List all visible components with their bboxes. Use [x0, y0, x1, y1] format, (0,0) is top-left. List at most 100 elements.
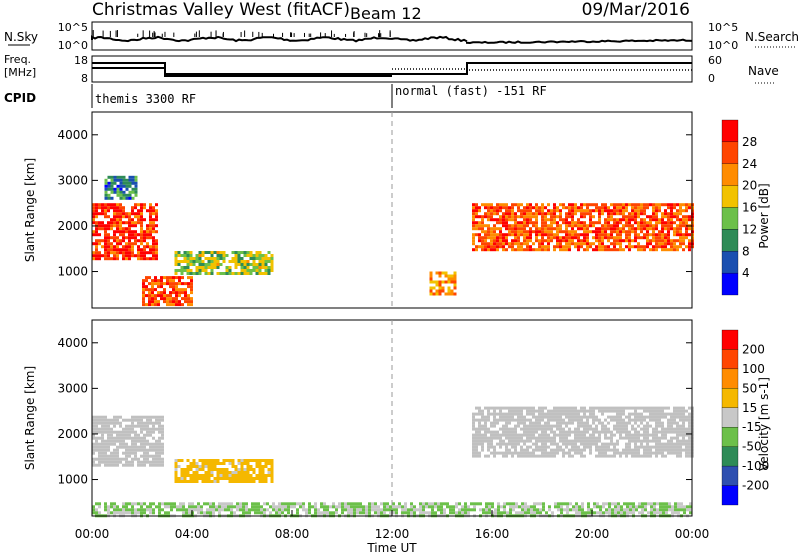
- heatmap-cell: [616, 242, 619, 246]
- heatmap-cell: [347, 502, 350, 506]
- heatmap-cell: [151, 285, 154, 289]
- heatmap-cell: [608, 511, 611, 515]
- heatmap-cell: [444, 292, 448, 296]
- heatmap-cell: [529, 218, 532, 222]
- heatmap-cell: [237, 251, 241, 254]
- heatmap-cell: [389, 505, 392, 509]
- heatmap-cell: [655, 415, 658, 419]
- heatmap-cell: [128, 242, 131, 246]
- y-tick-label: 4000: [57, 128, 88, 142]
- heatmap-cell: [131, 430, 134, 434]
- heatmap-cell: [685, 415, 688, 419]
- heatmap-cell: [523, 233, 526, 237]
- heatmap-cell: [266, 502, 269, 506]
- heatmap-cell: [565, 436, 568, 440]
- heatmap-cell: [622, 424, 625, 428]
- heatmap-cell: [441, 286, 445, 290]
- heatmap-cell: [435, 289, 439, 293]
- heatmap-cell: [128, 212, 131, 216]
- x-tick-label: 00:00: [675, 527, 710, 541]
- heatmap-cell: [502, 218, 505, 222]
- heatmap-cell: [559, 415, 562, 419]
- heatmap-cell: [679, 209, 682, 213]
- heatmap-cell: [131, 254, 134, 258]
- heatmap-cell: [92, 460, 95, 464]
- heatmap-cell: [637, 445, 640, 449]
- heatmap-cell: [149, 418, 152, 422]
- heatmap-cell: [128, 508, 131, 512]
- heatmap-cell: [679, 454, 682, 458]
- heatmap-cell: [496, 451, 499, 455]
- heatmap-cell: [688, 448, 691, 452]
- heatmap-cell: [458, 502, 461, 506]
- heatmap-cell: [610, 236, 613, 240]
- heatmap-cell: [505, 430, 508, 434]
- heatmap-cell: [565, 442, 568, 446]
- heatmap-cell: [227, 505, 230, 509]
- heatmap-cell: [520, 418, 523, 422]
- heatmap-cell: [598, 206, 601, 210]
- heatmap-cell: [299, 505, 302, 509]
- heatmap-cell: [222, 272, 226, 275]
- heatmap-cell: [670, 245, 673, 249]
- heatmap-cell: [634, 236, 637, 240]
- heatmap-cell: [517, 236, 520, 240]
- heatmap-cell: [125, 442, 128, 446]
- heatmap-cell: [529, 409, 532, 413]
- heatmap-cell: [181, 288, 184, 292]
- heatmap-cell: [652, 430, 655, 434]
- heatmap-cell: [598, 242, 601, 246]
- heatmap-cell: [622, 218, 625, 222]
- heatmap-cell: [586, 415, 589, 419]
- heatmap-cell: [547, 433, 550, 437]
- heatmap-cell: [440, 511, 443, 515]
- heatmap-cell: [478, 221, 481, 225]
- heatmap-cell: [523, 239, 526, 243]
- heatmap-cell: [574, 418, 577, 422]
- heatmap-cell: [326, 505, 329, 509]
- heatmap-cell: [228, 459, 232, 462]
- heatmap-cell: [508, 409, 511, 413]
- heatmap-cell: [689, 502, 692, 506]
- heatmap-cell: [209, 508, 212, 512]
- heatmap-cell: [571, 224, 574, 228]
- heatmap-cell: [526, 239, 529, 243]
- heatmap-cell: [580, 439, 583, 443]
- heatmap-cell: [541, 239, 544, 243]
- heatmap-cell: [616, 236, 619, 240]
- heatmap-cell: [496, 433, 499, 437]
- heatmap-cell: [571, 215, 574, 219]
- heatmap-cell: [610, 203, 613, 207]
- heatmap-cell: [101, 448, 104, 452]
- heatmap-cell: [553, 406, 556, 410]
- heatmap-cell: [574, 412, 577, 416]
- heatmap-cell: [210, 474, 214, 477]
- heatmap-cell: [632, 508, 635, 512]
- heatmap-cell: [140, 248, 143, 252]
- heatmap-cell: [511, 227, 514, 231]
- heatmap-cell: [453, 286, 457, 290]
- heatmap-cell: [616, 230, 619, 234]
- heatmap-cell: [143, 421, 146, 425]
- heatmap-cell: [472, 239, 475, 243]
- heatmap-cell: [616, 430, 619, 434]
- heatmap-cell: [601, 230, 604, 234]
- heatmap-cell: [213, 480, 217, 483]
- heatmap-cell: [270, 266, 274, 269]
- heatmap-cell: [195, 260, 199, 263]
- heatmap-cell: [158, 424, 161, 428]
- heatmap-cell: [646, 424, 649, 428]
- heatmap-cell: [186, 471, 190, 474]
- heatmap-cell: [640, 245, 643, 249]
- heatmap-cell: [625, 448, 628, 452]
- heatmap-cell: [520, 230, 523, 234]
- heatmap-cell: [484, 418, 487, 422]
- heatmap-cell: [198, 266, 202, 269]
- heatmap-cell: [497, 511, 500, 515]
- heatmap-cell: [113, 460, 116, 464]
- heatmap-cell: [481, 439, 484, 443]
- heatmap-cell: [160, 294, 163, 298]
- heatmap-cell: [125, 181, 129, 185]
- heatmap-cell: [682, 218, 685, 222]
- heatmap-cell: [160, 282, 163, 286]
